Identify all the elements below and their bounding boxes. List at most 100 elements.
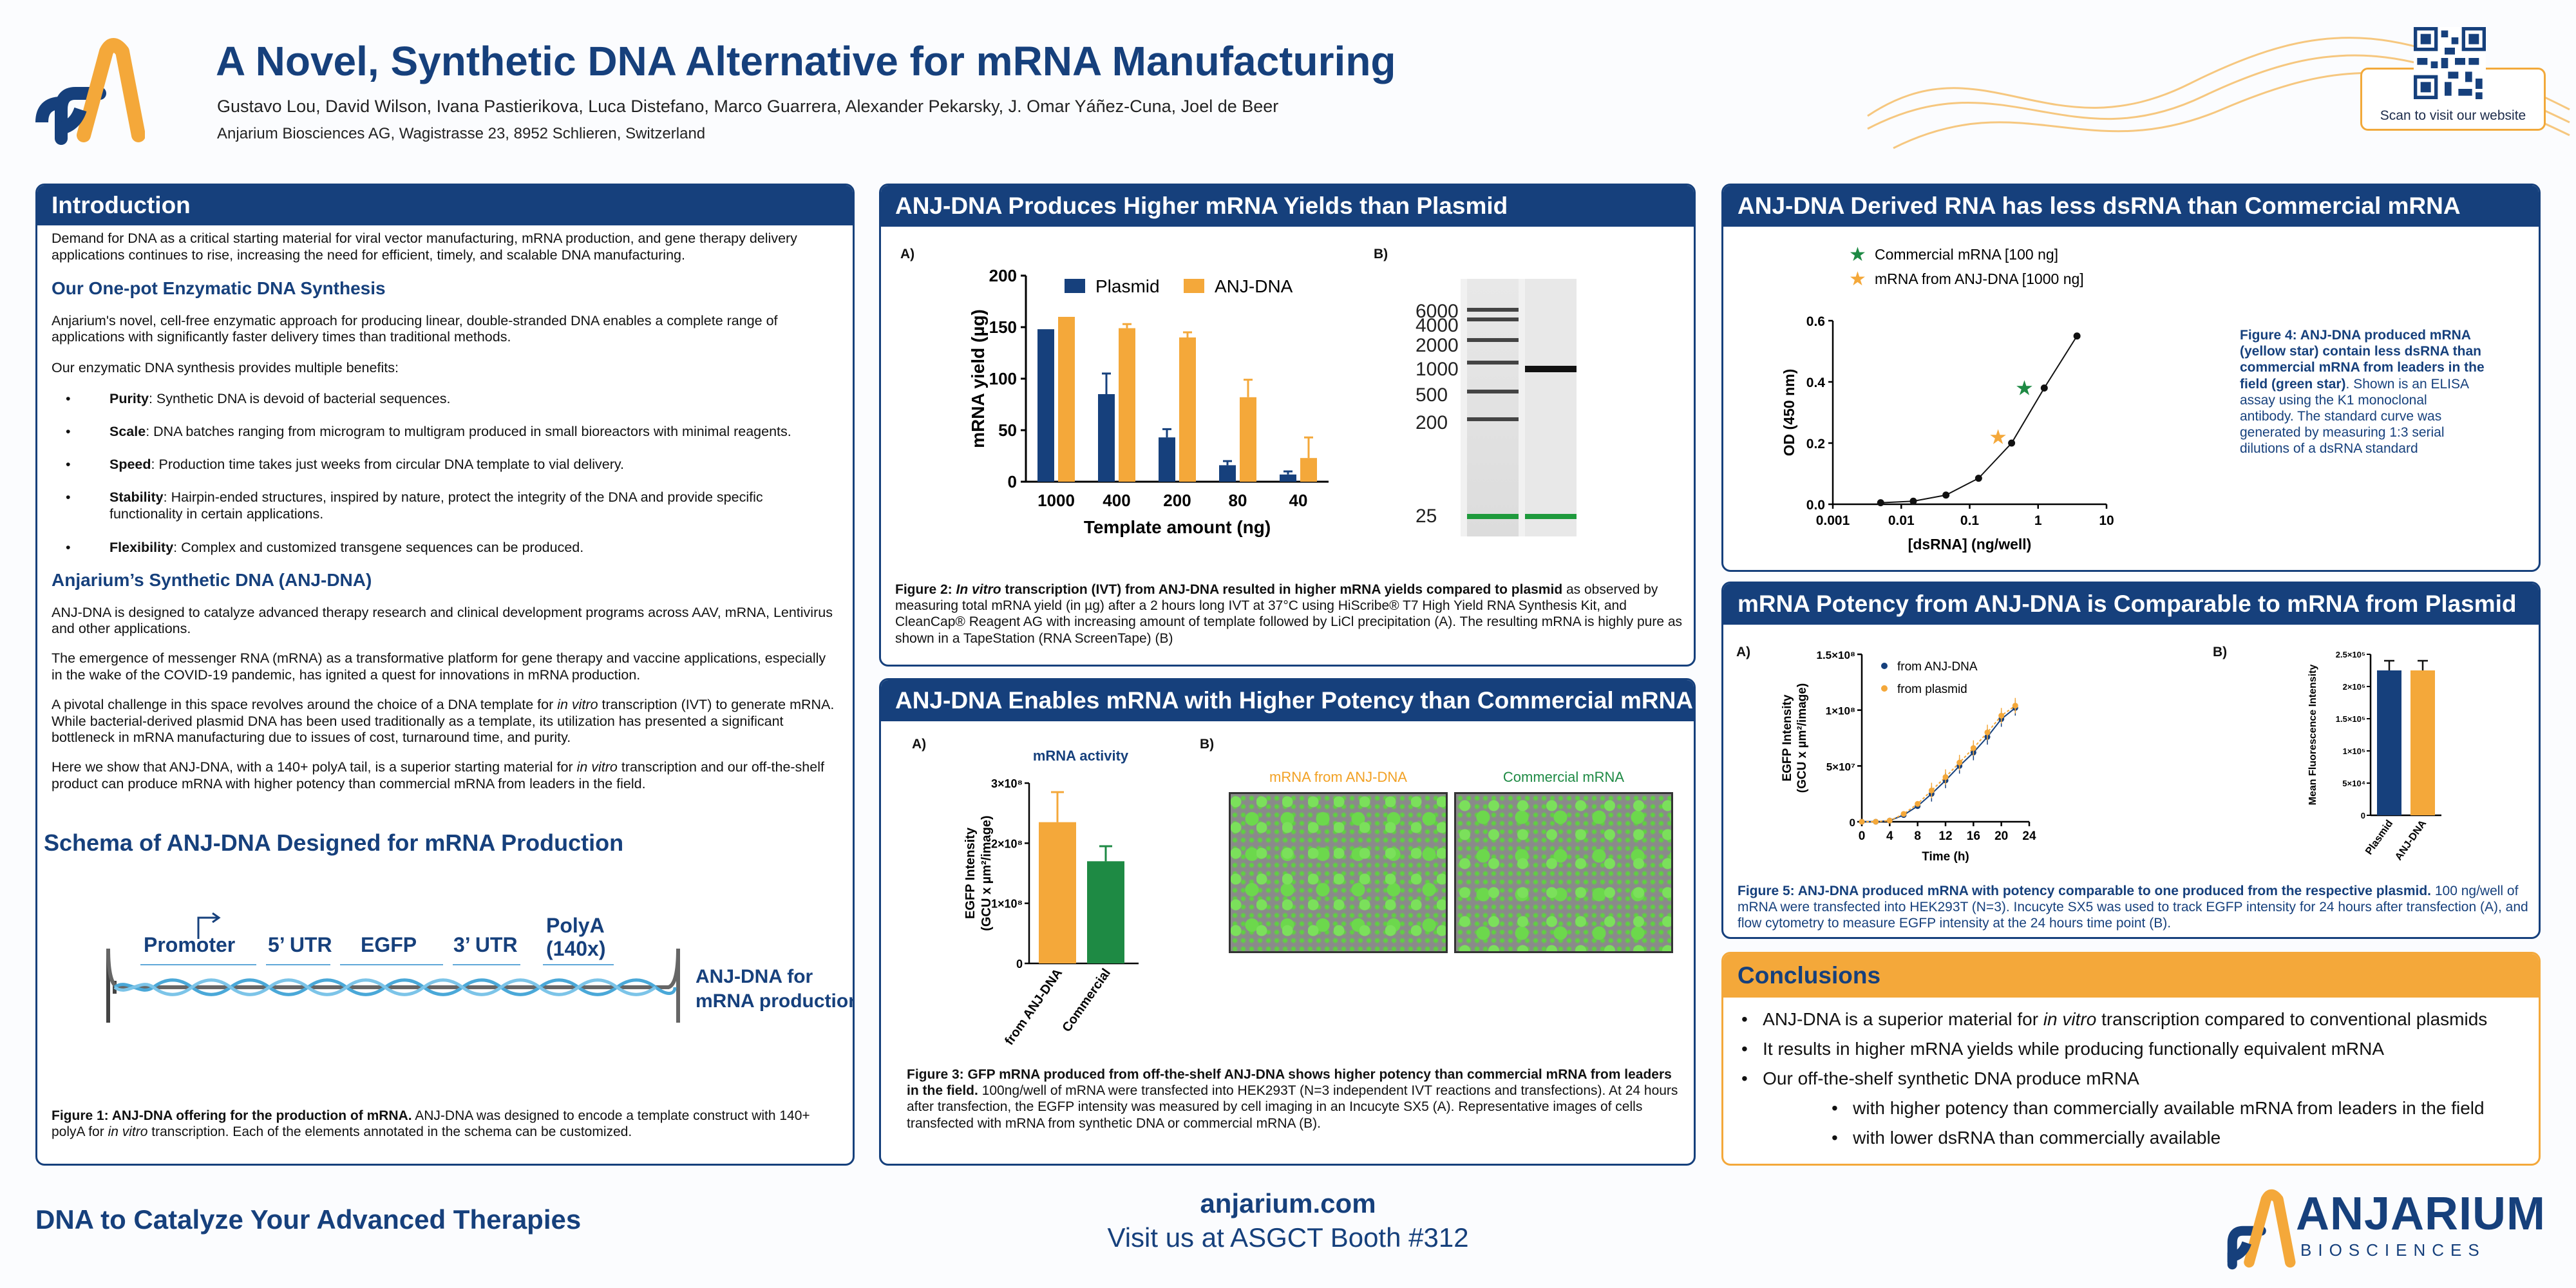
series-point — [1886, 817, 1893, 824]
series-point — [1998, 712, 2005, 719]
ladder-label: 1000 — [1416, 359, 1459, 380]
figure-2-caption: Figure 2: In vitro transcription (IVT) f… — [895, 582, 1683, 646]
conclusion-item: • Our off-the-shelf synthetic DNA produc… — [1741, 1068, 2139, 1088]
error-bar — [1122, 323, 1132, 328]
conclusion-item: • It results in higher mRNA yields while… — [1741, 1039, 2385, 1059]
ladder-label: 500 — [1416, 384, 1448, 406]
error-bar — [2418, 659, 2428, 670]
series-point — [1859, 819, 1865, 825]
series-point — [1928, 787, 1935, 793]
y-tick-label: 1×10⁸ — [991, 898, 1023, 911]
x-tick-label: 0.001 — [1816, 513, 1850, 528]
y-axis-label: (GCU x µm²/image) — [980, 815, 994, 931]
ladder-band-4000 — [1467, 317, 1519, 321]
micrograph-commercial — [1454, 792, 1673, 953]
ladder-band-1000 — [1467, 361, 1519, 365]
series-point — [1942, 774, 1949, 781]
error-bar — [1304, 436, 1313, 459]
x-tick-label: 4 — [1886, 829, 1893, 843]
ladder-band-2000 — [1467, 338, 1519, 342]
schema-side-label-1: ANJ-DNA for — [696, 966, 813, 987]
schema-title: Schema of ANJ-DNA Designed for mRNA Prod… — [44, 829, 624, 856]
x-axis-label: Time (h) — [1922, 850, 1969, 864]
poster-title: A Novel, Synthetic DNA Alternative for m… — [216, 38, 1396, 84]
x-tick-label: 200 — [1163, 491, 1191, 510]
error-bar — [2384, 659, 2394, 670]
x-tick-label: Commercial — [1059, 966, 1113, 1034]
ladder-label: 6000 — [1416, 301, 1459, 322]
legend-label: from ANJ-DNA — [1897, 660, 1978, 674]
dsrna-panel: ANJ-DNA Derived RNA has less dsRNA than … — [1721, 184, 2541, 572]
intro-paragraph-1: Demand for DNA as a critical starting ma… — [52, 231, 797, 263]
ladder-label: 200 — [1416, 412, 1448, 433]
x-tick-label: 1 — [2034, 513, 2042, 528]
conclusion-subitem: • with higher potency than commercially … — [1832, 1098, 2485, 1118]
qr-caption: Scan to visit our website — [2380, 108, 2526, 123]
x-tick-label: 400 — [1103, 491, 1130, 510]
standard-point — [2040, 384, 2048, 392]
schema-label-3utr: 3’ UTR — [453, 933, 518, 956]
y-axis-label: EGFP Intensity — [1781, 694, 1794, 781]
x-tick-label: ANJ-DNA — [2393, 818, 2429, 862]
figure-3-caption: Figure 3: GFP mRNA produced from off-the… — [907, 1067, 1678, 1131]
qr-code-icon[interactable] — [2414, 27, 2486, 99]
image-label-commercial: Commercial mRNA — [1502, 769, 1625, 785]
y-tick-label: 0.4 — [1806, 375, 1826, 390]
footer-url-link[interactable]: anjarium.com — [1200, 1188, 1376, 1218]
potency-heading: ANJ-DNA Enables mRNA with Higher Potency… — [881, 680, 1694, 721]
subheading-anj-dna: Anjarium’s Synthetic DNA (ANJ-DNA) — [52, 569, 372, 590]
x-tick-label: 20 — [1994, 829, 2008, 843]
y-tick-label: 0 — [2361, 811, 2365, 820]
fig2-label-b: B) — [1374, 247, 1388, 261]
legend-swatch — [1184, 279, 1204, 293]
fig5-label-b: B) — [2213, 645, 2228, 659]
bar — [1098, 394, 1115, 482]
x-tick-label: 12 — [1938, 829, 1952, 843]
conclusions-panel: Conclusions • ANJ-DNA is a superior mate… — [1721, 952, 2541, 1166]
schema-diagram: Promoter 5’ UTR EGFP 3’ UTR PolyA (140x)… — [106, 912, 855, 1023]
bar — [1179, 337, 1196, 482]
dna-double-helix — [113, 978, 677, 996]
bar — [1039, 822, 1076, 963]
ladder-band-500 — [1467, 390, 1519, 393]
intro-paragraph-6: A pivotal challenge in this space revolv… — [52, 696, 835, 746]
schema-side-label-2: mRNA production — [696, 990, 855, 1012]
error-bar — [1099, 845, 1112, 862]
y-tick-label: 200 — [989, 269, 1017, 285]
gel-bands: 6000 4000 2000 1000 500 200 25 — [1416, 301, 1577, 527]
y-tick-label: 5×10⁷ — [1826, 761, 1855, 773]
chart-title: mRNA activity — [1033, 748, 1129, 764]
yields-heading: ANJ-DNA Produces Higher mRNA Yields than… — [881, 185, 1694, 227]
y-tick-label: 0 — [1008, 472, 1017, 491]
ladder-band-200 — [1467, 417, 1519, 421]
fig3-label-a: A) — [912, 737, 927, 752]
footer-booth: Visit us at ASGCT Booth #312 — [1107, 1222, 1469, 1253]
figure-1-caption: Figure 1: ANJ-DNA offering for the produ… — [52, 1108, 810, 1140]
comparable-panel: mRNA Potency from ANJ-DNA is Comparable … — [1721, 582, 2541, 939]
y-axis-label: Mean Fluorescence Intensity — [2307, 665, 2318, 806]
authors: Gustavo Lou, David Wilson, Ivana Pastier… — [217, 97, 1279, 116]
legend-star-icon: ★ — [1849, 244, 1866, 265]
marker-band-ladder — [1467, 514, 1519, 519]
series-point — [1915, 800, 1921, 807]
error-bar — [1283, 470, 1293, 475]
x-tick-label: 0.01 — [1888, 513, 1915, 528]
dsrna-heading: ANJ-DNA Derived RNA has less dsRNA than … — [1723, 185, 2539, 227]
bar — [1058, 317, 1075, 482]
series-point — [1970, 745, 1976, 752]
fig5-label-a: A) — [1736, 645, 1751, 659]
tapestation-gel — [1461, 279, 1577, 536]
y-tick-label: 2×10⁸ — [991, 837, 1023, 850]
sample-star-icon: ★ — [2015, 377, 2034, 400]
intro-paragraph-3: Our enzymatic DNA synthesis provides mul… — [52, 360, 399, 376]
benefit-purity: Purity: Synthetic DNA is devoid of bacte… — [52, 391, 838, 407]
bar — [1119, 328, 1135, 482]
error-bar — [1102, 372, 1111, 394]
x-tick-label: 0.1 — [1960, 513, 1980, 528]
legend-swatch — [1065, 279, 1085, 293]
legend-star-icon: ★ — [1849, 269, 1866, 290]
benefit-stability: Stability: Hairpin-ended structures, ins… — [52, 489, 838, 523]
anjarium-logo — [35, 38, 145, 145]
schema-label-polya: PolyA — [546, 914, 605, 937]
potency-panel: ANJ-DNA Enables mRNA with Higher Potency… — [879, 678, 1696, 1166]
